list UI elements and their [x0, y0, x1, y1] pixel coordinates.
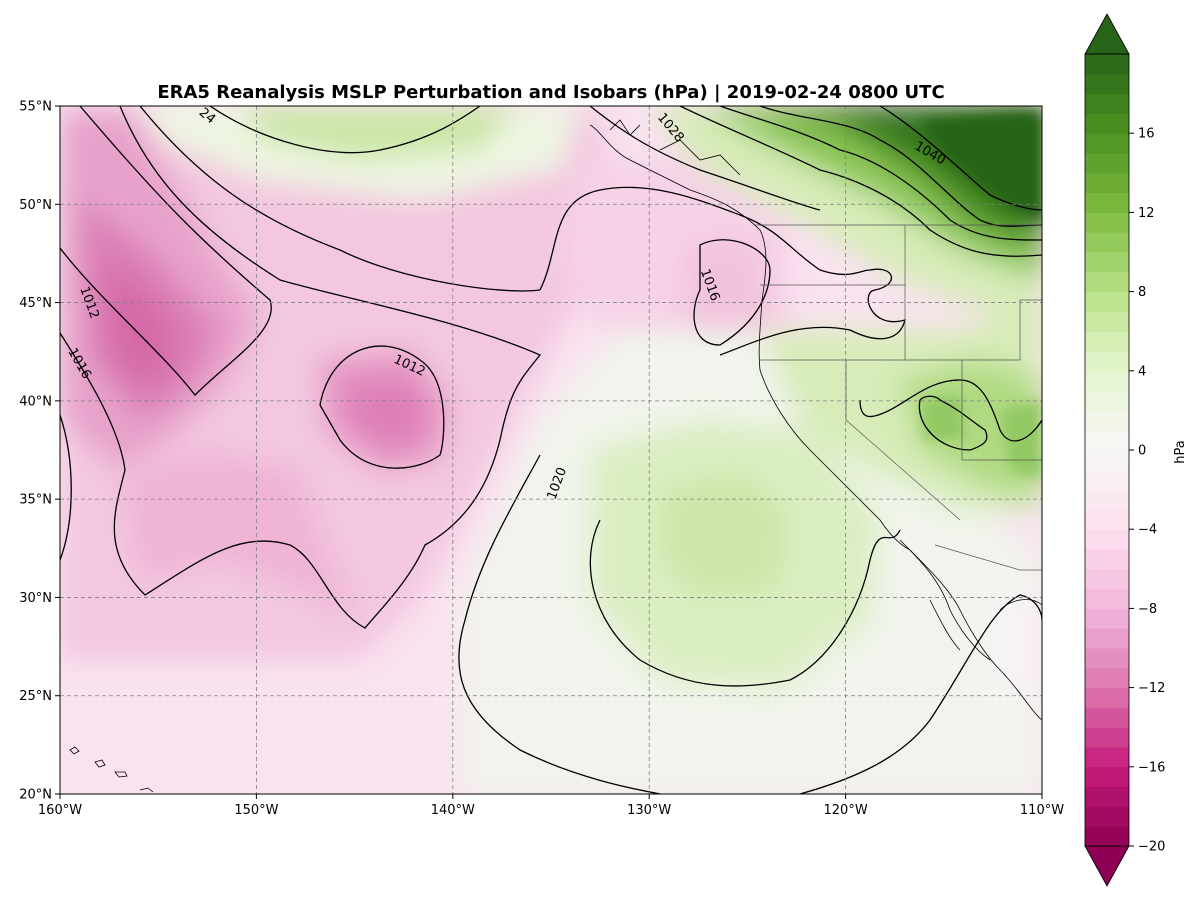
colorbar-segment: [1085, 469, 1129, 491]
colorbar-segment: [1085, 232, 1129, 253]
colorbar-tick-label: 16: [1138, 127, 1155, 142]
colorbar-segment: [1085, 133, 1129, 154]
colorbar-segment: [1085, 509, 1129, 530]
isobar-1016-oregon: [693, 239, 771, 346]
colorbar-tick-label: −4: [1138, 523, 1157, 538]
isobar-1020-northwest: [139, 106, 541, 292]
isobar-1032: [679, 106, 1042, 257]
colorbar-segment: [1085, 568, 1129, 590]
colorbar-segment: [1085, 588, 1129, 609]
colorbar-segment: [1085, 54, 1129, 75]
colorbar-tick-label: −8: [1138, 602, 1157, 617]
isobar-1040: [759, 106, 1042, 227]
isobar-1020-south: [458, 454, 661, 794]
lat-tick-label: 30°N: [19, 591, 52, 606]
colorbar-segment: [1085, 113, 1129, 134]
colorbar-segment: [1085, 291, 1129, 312]
colorbar: −20 −16 −12 −8 −4 0 4 8 12 16 hPa: [1084, 13, 1188, 887]
isobar-1024-high: [589, 519, 901, 687]
lon-tick-label: 110°W: [1020, 803, 1064, 818]
isobars: [60, 106, 1042, 794]
isobar-1044: [879, 106, 1042, 211]
lat-tick-label: 35°N: [19, 493, 52, 508]
perturbation-field: [60, 106, 1042, 794]
isobar-interior: [859, 379, 1042, 442]
colorbar-segment: [1085, 172, 1129, 194]
isobar-1012-central: [319, 345, 445, 469]
lat-tick-label: 20°N: [19, 788, 52, 803]
isobar-1020-se: [799, 594, 1042, 794]
lat-tick-label: 25°N: [19, 689, 52, 704]
colorbar-segment: [1085, 608, 1129, 629]
colorbar-segment: [1085, 311, 1129, 332]
colorbar-segment: [1085, 489, 1129, 510]
colorbar-segment: [1085, 687, 1129, 708]
lon-tick-label: 150°W: [234, 803, 278, 818]
colorbar-segment: [1085, 806, 1129, 827]
lon-tick-label: 120°W: [824, 803, 868, 818]
colorbar-extend-max: [1084, 13, 1130, 55]
colorbar-segment: [1085, 826, 1129, 847]
isobar-1016-outer: [60, 106, 542, 629]
colorbar-segment: [1085, 390, 1129, 411]
colorbar-segment: [1085, 667, 1129, 689]
colorbar-segment: [1085, 450, 1129, 471]
lon-tick-label: 140°W: [431, 803, 475, 818]
colorbar-segment: [1085, 252, 1129, 273]
colorbar-segment: [1085, 648, 1129, 669]
colorbar-segment: [1085, 73, 1129, 95]
colorbar-ticks: −20 −16 −12 −8 −4 0 4 8 12 16: [1129, 127, 1165, 855]
colorbar-segment: [1085, 549, 1129, 570]
colorbar-segment: [1085, 370, 1129, 392]
colorbar-tick-label: 0: [1138, 444, 1146, 459]
lon-axis: 160°W 150°W 140°W 130°W 120°W 110°W: [38, 794, 1064, 818]
map-frame: [59, 105, 1043, 795]
colorbar-segment: [1085, 628, 1129, 649]
lat-axis: 20°N 25°N 30°N 35°N 40°N 45°N 50°N 55°N: [19, 100, 60, 803]
colorbar-tick-label: 12: [1138, 206, 1155, 221]
colorbar-tick-label: 8: [1138, 285, 1146, 300]
isobar-interior-2: [918, 395, 988, 451]
colorbar-segment: [1085, 727, 1129, 748]
colorbar-segment: [1085, 271, 1129, 293]
isobar-1020-ne: [539, 186, 906, 356]
isobar-1036: [719, 106, 1042, 241]
colorbar-tick-label: −20: [1138, 840, 1165, 855]
colorbar-segment: [1085, 747, 1129, 768]
isobar-1024: [209, 106, 481, 154]
gridlines: [60, 106, 1042, 794]
colorbar-segment: [1085, 766, 1129, 788]
colorbar-segments: [1084, 13, 1130, 887]
colorbar-label: hPa: [1173, 440, 1188, 463]
chart-title: ERA5 Reanalysis MSLP Perturbation and Is…: [157, 82, 944, 103]
colorbar-tick-label: −12: [1138, 681, 1165, 696]
colorbar-tick-label: −16: [1138, 760, 1165, 775]
lon-tick-label: 160°W: [38, 803, 82, 818]
colorbar-segment: [1085, 786, 1129, 807]
colorbar-segment: [1085, 93, 1129, 114]
colorbar-segment: [1085, 153, 1129, 174]
colorbar-segment: [1085, 212, 1129, 233]
colorbar-segment: [1085, 410, 1129, 431]
lat-tick-label: 45°N: [19, 296, 52, 311]
colorbar-segment: [1085, 707, 1129, 728]
coastlines: [69, 119, 1042, 793]
colorbar-segment: [1085, 192, 1129, 213]
colorbar-segment: [1085, 351, 1129, 372]
isobar-1028: [589, 106, 821, 211]
colorbar-extend-min: [1084, 845, 1130, 887]
lon-tick-label: 130°W: [627, 803, 671, 818]
state-borders: [755, 224, 1042, 571]
colorbar-segment: [1085, 529, 1129, 550]
colorbar-segment: [1085, 430, 1129, 451]
lat-tick-label: 50°N: [19, 198, 52, 213]
isobar-1016-west: [60, 414, 72, 561]
lat-tick-label: 55°N: [19, 100, 52, 115]
colorbar-tick-label: 4: [1138, 364, 1146, 379]
colorbar-segment: [1085, 331, 1129, 352]
lat-tick-label: 40°N: [19, 394, 52, 409]
